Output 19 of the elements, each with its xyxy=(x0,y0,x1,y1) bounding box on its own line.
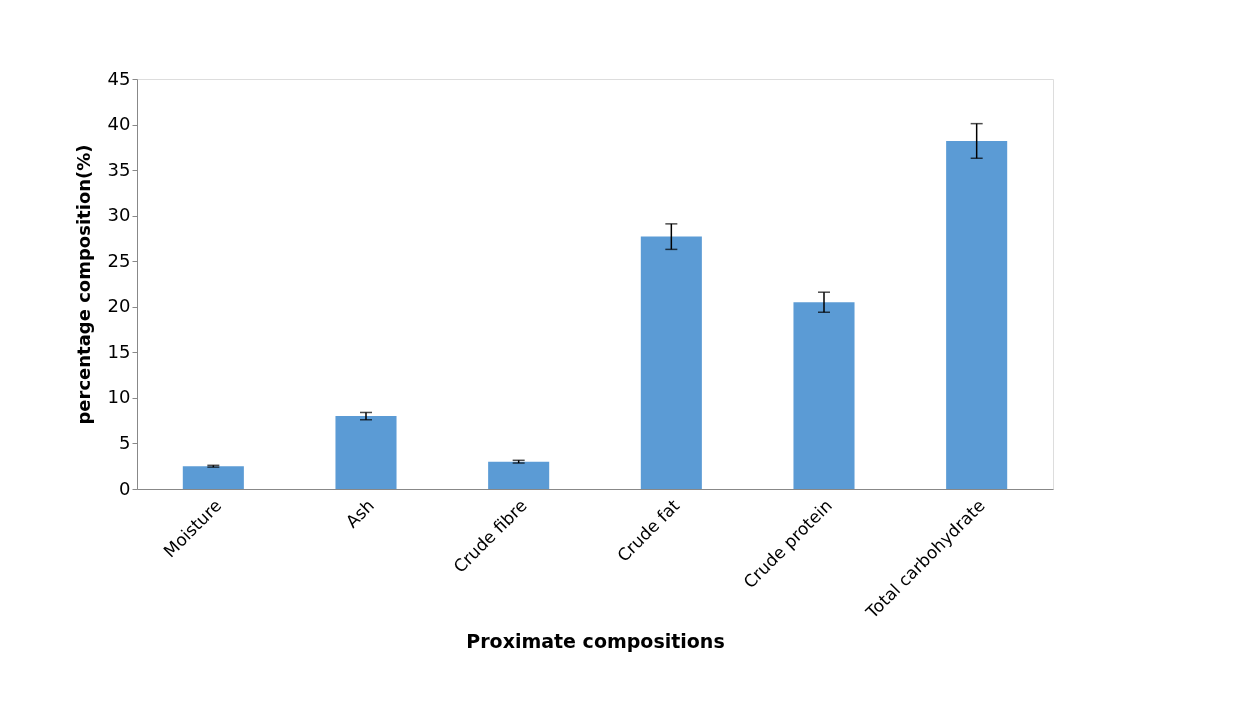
y-tick-label: 40 xyxy=(107,113,131,135)
y-tick-label: 0 xyxy=(119,477,131,499)
bar xyxy=(640,236,702,489)
y-tick-label: 5 xyxy=(119,431,131,453)
y-tick-label: 25 xyxy=(107,249,131,271)
bar xyxy=(946,140,1008,489)
bar xyxy=(488,461,550,489)
bar xyxy=(182,466,244,489)
x-axis-title: Proximate compositions xyxy=(466,630,725,653)
bar xyxy=(793,302,855,489)
y-tick-label: 15 xyxy=(107,340,131,362)
y-tick-label: 30 xyxy=(107,204,131,226)
y-tick-label: 45 xyxy=(107,67,131,89)
y-axis-title: percentage composition(%) xyxy=(72,144,94,425)
y-tick-label: 10 xyxy=(107,386,131,408)
y-tick-label: 35 xyxy=(107,158,131,180)
bar xyxy=(335,416,397,489)
y-tick-label: 20 xyxy=(107,295,131,317)
x-tick-label: Ash xyxy=(341,495,379,532)
